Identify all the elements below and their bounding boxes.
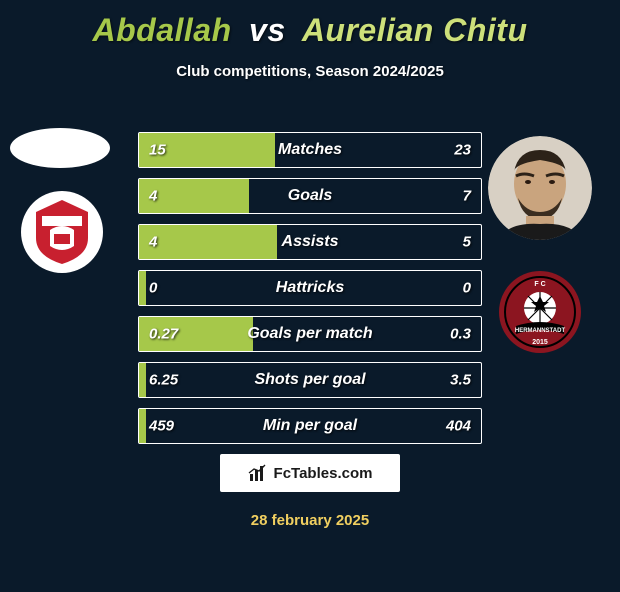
value-left: 15	[149, 142, 166, 159]
metric-label: Assists	[282, 233, 339, 251]
value-right: 5	[463, 234, 471, 251]
metric-label: Goals per match	[247, 325, 372, 343]
metric-label: Goals	[288, 187, 332, 205]
value-left: 459	[149, 418, 174, 435]
value-left: 4	[149, 188, 157, 205]
metric-row: 6.25 Shots per goal 3.5	[138, 362, 482, 398]
club1-logo	[20, 190, 104, 274]
value-left: 6.25	[149, 372, 178, 389]
brand-text: FcTables.com	[274, 465, 373, 482]
metric-row: 15 Matches 23	[138, 132, 482, 168]
value-right: 3.5	[450, 372, 471, 389]
value-right: 0.3	[450, 326, 471, 343]
value-left: 4	[149, 234, 157, 251]
player2-avatar	[488, 136, 592, 240]
metric-row: 4 Goals 7	[138, 178, 482, 214]
bar-left	[139, 225, 277, 259]
title-player1: Abdallah	[93, 12, 232, 48]
bar-left	[139, 409, 146, 443]
metric-label: Matches	[278, 141, 342, 159]
value-left: 0	[149, 280, 157, 297]
metric-label: Hattricks	[276, 279, 344, 297]
value-right: 404	[446, 418, 471, 435]
metric-row: 0 Hattricks 0	[138, 270, 482, 306]
metric-row: 4 Assists 5	[138, 224, 482, 260]
bar-left	[139, 271, 146, 305]
svg-text:HERMANNSTADT: HERMANNSTADT	[515, 328, 566, 334]
player1-avatar	[8, 120, 112, 176]
metric-row: 0.27 Goals per match 0.3	[138, 316, 482, 352]
svg-text:F C: F C	[534, 281, 545, 288]
date-label: 28 february 2025	[251, 512, 369, 529]
comparison-chart: 15 Matches 23 4 Goals 7 4 Assists 5 0 Hattricks 0 0.…	[138, 132, 482, 454]
bar-left	[139, 363, 146, 397]
subtitle: Club competitions, Season 2024/2025	[0, 63, 620, 80]
value-right: 0	[463, 280, 471, 297]
value-left: 0.27	[149, 326, 178, 343]
title-vs: vs	[249, 12, 286, 48]
brand-badge: FcTables.com	[220, 454, 400, 492]
metric-label: Min per goal	[263, 417, 357, 435]
value-right: 7	[463, 188, 471, 205]
title-player2: Aurelian Chitu	[302, 12, 528, 48]
chart-icon	[248, 463, 268, 483]
comparison-title: Abdallah vs Aurelian Chitu	[0, 12, 620, 49]
value-right: 23	[454, 142, 471, 159]
metric-label: Shots per goal	[254, 371, 365, 389]
club2-logo: HERMANNSTADT 2015 F C	[498, 270, 582, 354]
metric-row: 459 Min per goal 404	[138, 408, 482, 444]
svg-text:2015: 2015	[532, 339, 548, 346]
